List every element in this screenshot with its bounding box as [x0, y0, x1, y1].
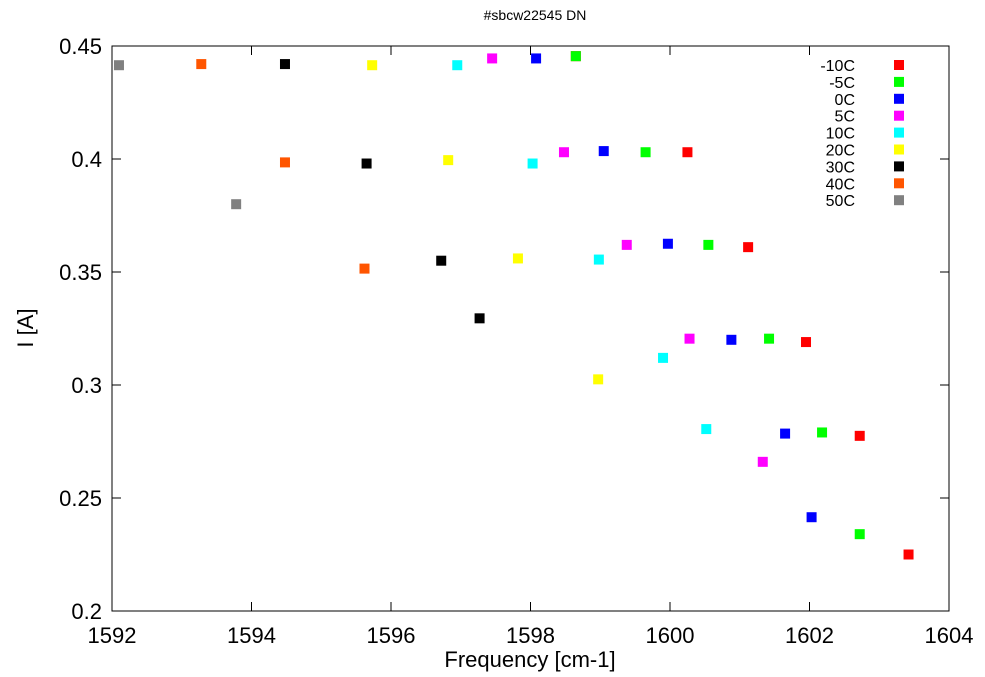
- data-point-50C: [113, 60, 124, 71]
- legend-label: 30C: [826, 159, 855, 176]
- data-point-10C: [658, 352, 669, 363]
- legend-marker: [894, 60, 904, 70]
- x-tick-label: 1596: [367, 623, 416, 648]
- data-point-10C: [593, 254, 604, 265]
- data-point-0C: [531, 53, 542, 64]
- data-point-20C: [512, 253, 523, 264]
- data-point-5C: [558, 147, 569, 158]
- data-point--5C: [764, 333, 775, 344]
- data-point-0C: [662, 238, 673, 249]
- legend-marker: [894, 161, 904, 172]
- data-point-20C: [443, 155, 454, 166]
- y-axis-label: I [A]: [13, 308, 38, 347]
- x-axis-label: Frequency [cm-1]: [444, 647, 615, 672]
- y-tick-label: 0.35: [59, 260, 102, 285]
- data-point-0C: [780, 428, 791, 439]
- y-axis: 0.2 0.25 0.3 0.35 0.4 0.45: [59, 34, 949, 624]
- legend-marker: [894, 93, 904, 104]
- legend-marker: [894, 195, 904, 206]
- data-point-0C: [726, 334, 737, 345]
- data-point-40C: [359, 263, 370, 274]
- data-point-20C: [593, 374, 604, 385]
- x-tick-label: 1594: [227, 623, 276, 648]
- data-point-5C: [621, 239, 632, 250]
- data-point--5C: [570, 51, 581, 62]
- legend-label: 0C: [835, 92, 855, 109]
- data-point-30C: [279, 59, 290, 70]
- x-tick-label: 1600: [646, 623, 695, 648]
- legend-marker: [894, 76, 904, 87]
- data-point--5C: [640, 147, 651, 158]
- legend-marker: [894, 144, 904, 155]
- legend-label: -5C: [829, 75, 855, 92]
- legend-label: 20C: [826, 143, 855, 160]
- data-point-40C: [196, 59, 207, 70]
- data-point-0C: [598, 146, 609, 157]
- legend-label: 10C: [826, 126, 855, 143]
- x-tick-label: 1592: [88, 623, 137, 648]
- y-tick-label: 0.4: [71, 147, 102, 172]
- data-point--5C: [703, 239, 714, 250]
- data-point-20C: [367, 60, 378, 71]
- data-point--10C: [682, 147, 693, 158]
- legend-marker: [894, 178, 904, 189]
- data-point-30C: [474, 313, 485, 324]
- data-point-30C: [436, 255, 447, 266]
- data-point--10C: [801, 337, 812, 348]
- x-tick-label: 1604: [925, 623, 974, 648]
- data-point-40C: [279, 157, 290, 168]
- data-point-30C: [361, 158, 372, 169]
- data-point--5C: [817, 427, 828, 438]
- chart-title: #sbcw22545 DN: [484, 7, 587, 23]
- plot-frame: [111, 45, 950, 612]
- data-point-10C: [527, 158, 538, 169]
- legend-marker: [894, 110, 904, 121]
- x-axis: 1592 1594 1596 1598 1600 1602 1604: [88, 46, 974, 648]
- data-point--10C: [903, 549, 914, 560]
- data-point-5C: [487, 53, 498, 64]
- data-point-50C: [231, 199, 242, 210]
- data-point--10C: [854, 430, 865, 441]
- x-tick-label: 1598: [506, 623, 555, 648]
- legend-label: 40C: [826, 176, 855, 193]
- data-point-5C: [684, 333, 695, 344]
- legend-marker: [894, 127, 904, 138]
- data-point--10C: [743, 242, 754, 253]
- data-point-10C: [701, 424, 712, 435]
- x-tick-label: 1602: [785, 623, 834, 648]
- y-tick-label: 0.45: [59, 34, 102, 59]
- y-tick-label: 0.2: [71, 599, 102, 624]
- data-point-10C: [452, 60, 463, 71]
- data-point--5C: [854, 529, 865, 540]
- data-point-0C: [806, 512, 817, 523]
- y-tick-label: 0.25: [59, 486, 102, 511]
- legend-label: 50C: [826, 193, 855, 210]
- data-point-5C: [757, 456, 768, 467]
- data-points: [113, 51, 914, 560]
- y-tick-label: 0.3: [71, 373, 102, 398]
- legend-label: -10C: [820, 58, 855, 75]
- legend-label: 5C: [835, 109, 855, 126]
